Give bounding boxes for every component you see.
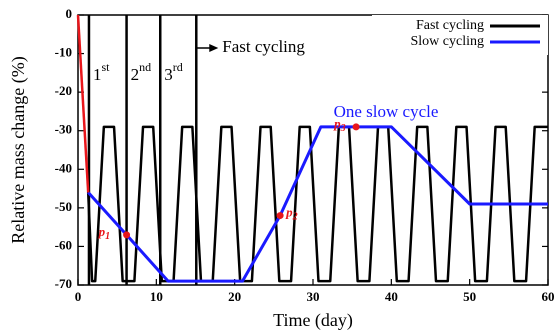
y-tick-label: -20 [55, 83, 72, 98]
y-tick-label: -40 [55, 160, 72, 175]
legend-box [372, 15, 548, 55]
point-label: p1 [98, 224, 111, 242]
cycle-label: 3rd [164, 60, 183, 84]
y-tick-label: -10 [55, 45, 72, 60]
cycle-label: 1st [93, 60, 110, 84]
x-tick-label: 40 [385, 289, 398, 304]
cycle-suffix: st [101, 60, 110, 74]
x-tick-label: 60 [542, 289, 555, 304]
x-tick-label: 0 [75, 289, 82, 304]
x-tick-label: 30 [307, 289, 320, 304]
x-tick-label: 20 [228, 289, 241, 304]
cycle-suffix: nd [139, 60, 151, 74]
arrow-text: Fast cycling [222, 37, 305, 56]
point-letter: p [333, 116, 341, 131]
point-label: p2 [285, 205, 298, 223]
cycle-number: 1 [93, 65, 102, 84]
point-index: 1 [105, 231, 110, 242]
y-tick-label: -70 [55, 276, 72, 291]
legend-label: Slow cycling [411, 34, 485, 49]
arrow-head [209, 44, 219, 52]
point-index: 3 [340, 123, 346, 134]
plot-frame [77, 14, 549, 286]
y-tick-label: -30 [55, 122, 72, 137]
point-letter: p [285, 205, 293, 220]
slow-cycle-text: One slow cycle [334, 102, 439, 121]
x-axis-label: Time (day) [273, 310, 353, 331]
series-line [87, 125, 548, 283]
point [123, 231, 131, 239]
y-tick-label: 0 [66, 6, 73, 21]
cycle-suffix: rd [173, 60, 183, 74]
initial-line [76, 14, 90, 193]
y-tick-label: -50 [55, 199, 72, 214]
point [276, 212, 284, 220]
series-line [86, 125, 548, 283]
y-tick-label: -60 [55, 237, 72, 252]
legend-label: Fast cycling [416, 18, 484, 33]
cycle-number: 2 [131, 65, 140, 84]
x-tick-label: 50 [463, 289, 476, 304]
cycle-number: 3 [164, 65, 173, 84]
point-letter: p [98, 224, 106, 239]
point-index: 2 [292, 212, 298, 223]
point [352, 123, 360, 131]
point-label: p3 [333, 116, 346, 134]
cycle-label: 2nd [131, 60, 152, 84]
x-tick-label: 10 [150, 289, 163, 304]
y-axis-label: Relative mass change (%) [8, 56, 29, 243]
